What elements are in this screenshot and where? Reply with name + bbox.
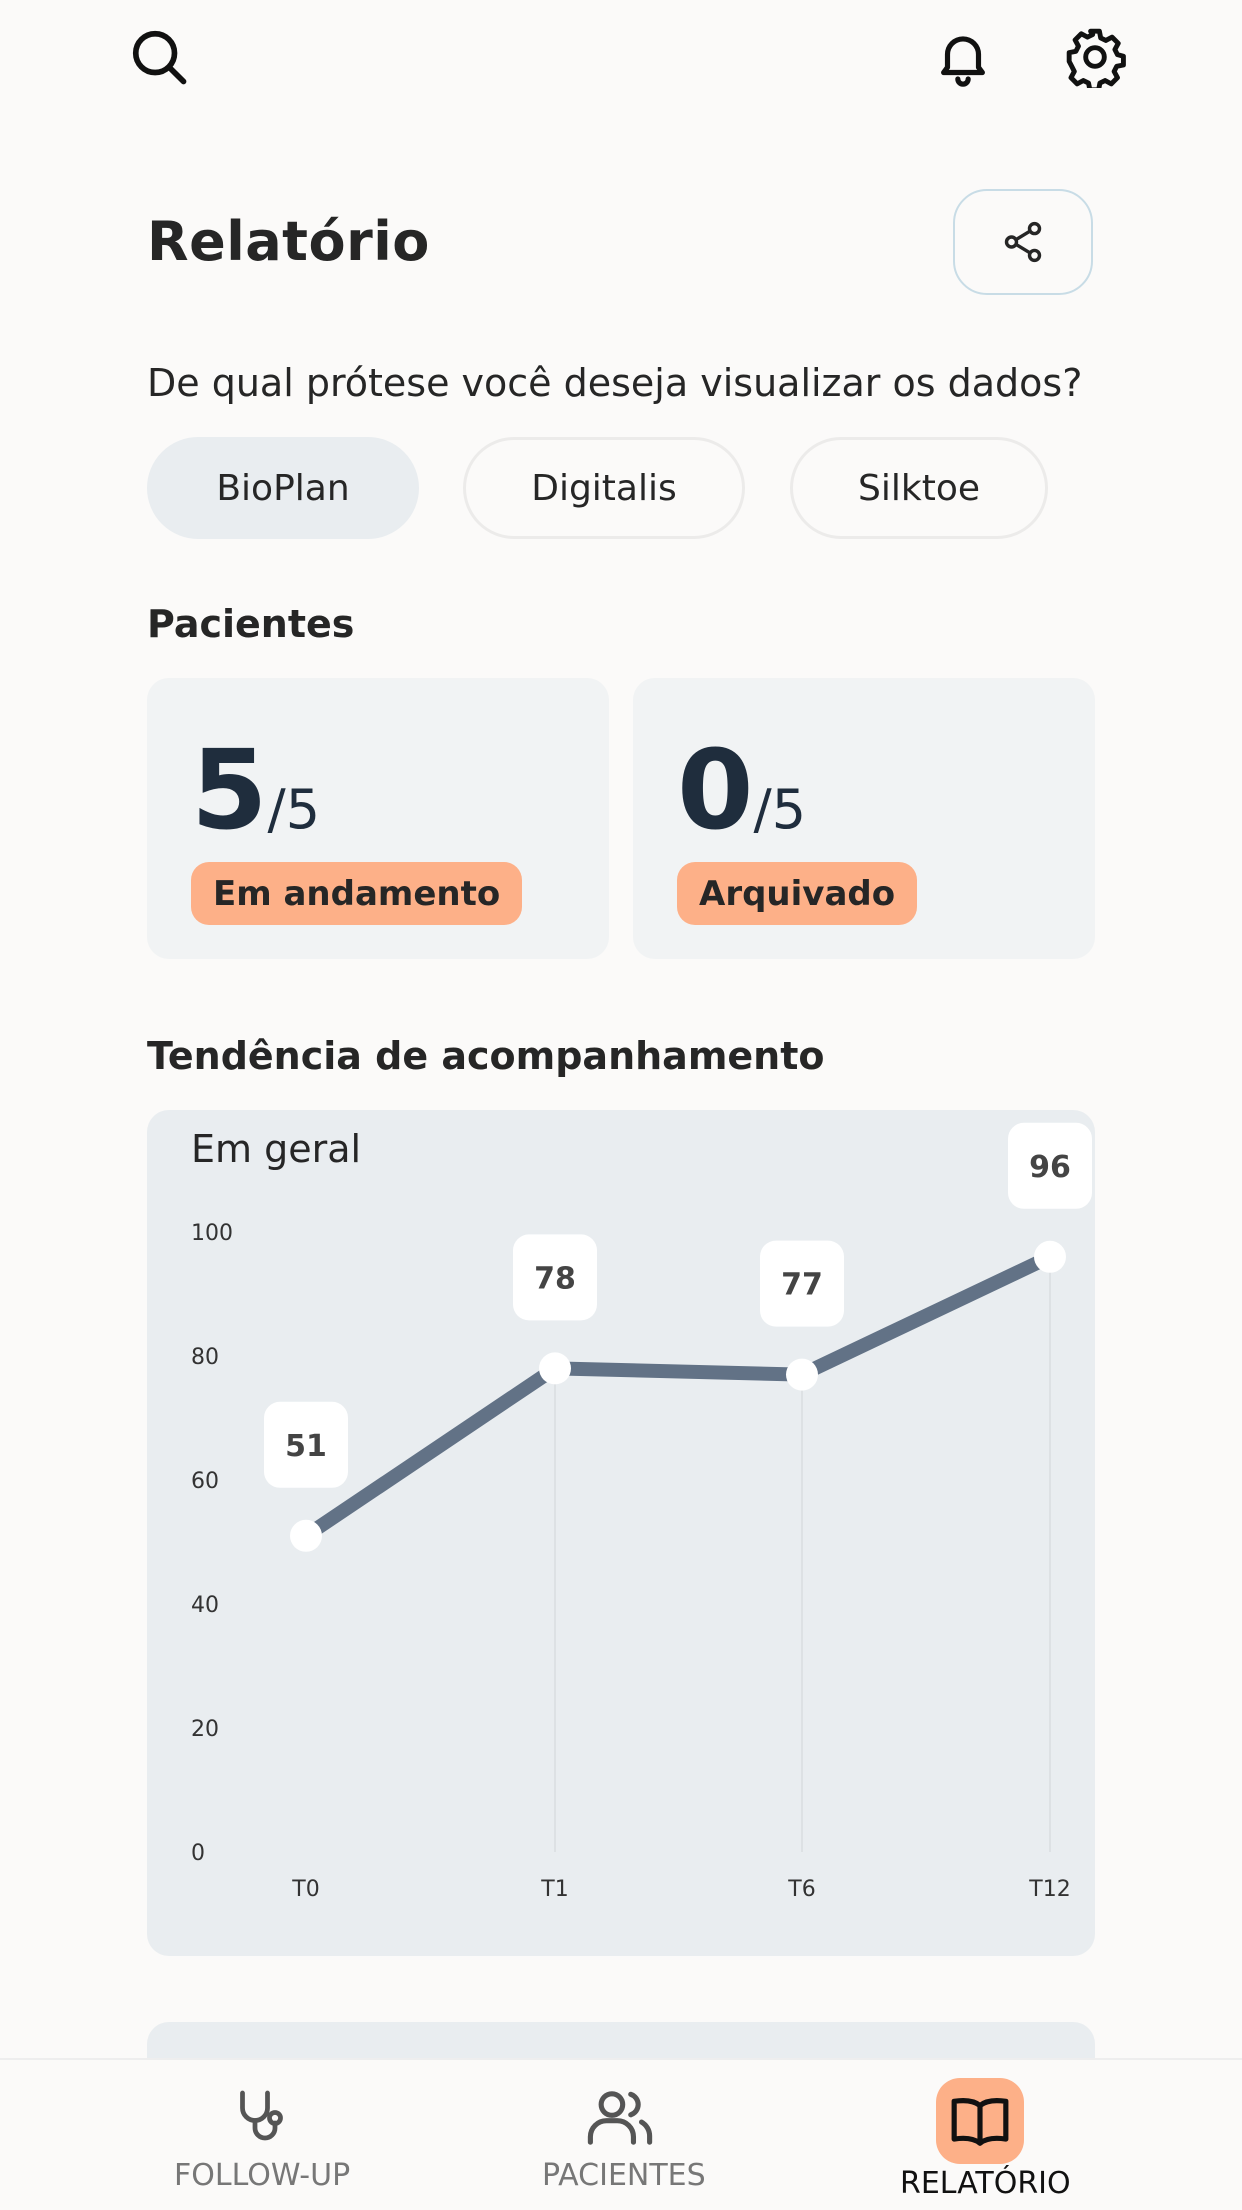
data-point <box>539 1352 571 1385</box>
nav-label: FOLLOW-UP <box>174 2158 351 2193</box>
data-point <box>290 1519 322 1552</box>
data-point <box>786 1358 818 1391</box>
patients-archived-card: 0/5 Arquivado <box>633 678 1095 959</box>
data-label: 51 <box>285 1429 327 1464</box>
status-badge: Arquivado <box>677 862 918 925</box>
bell-icon[interactable] <box>928 22 998 92</box>
y-tick-label: 20 <box>191 1717 219 1742</box>
prosthesis-question: De qual prótese você deseja visualizar o… <box>147 361 1083 405</box>
stat-total: /5 <box>267 778 321 841</box>
stat-total: /5 <box>753 778 807 841</box>
filter-chip-silktoe[interactable]: Silktoe <box>790 437 1048 539</box>
nav-item-pacientes[interactable]: PACIENTES <box>520 2060 720 2210</box>
y-tick-label: 40 <box>191 1593 219 1618</box>
page-title: Relatório <box>147 210 430 273</box>
trend-heading: Tendência de acompanhamento <box>147 1034 825 1078</box>
x-tick-label: T12 <box>1028 1877 1070 1902</box>
nav-item-relatorio[interactable]: RELATÓRIO <box>880 2060 1080 2210</box>
x-tick-label: T6 <box>787 1877 815 1902</box>
chart-title: Em geral <box>191 1127 361 1171</box>
share-button[interactable] <box>953 189 1093 295</box>
stat-value: 5/5 <box>191 730 320 870</box>
book-icon <box>936 2078 1024 2164</box>
patients-heading: Pacientes <box>147 602 355 646</box>
data-label: 78 <box>534 1261 576 1296</box>
series-line <box>299 1249 1057 1543</box>
gear-icon[interactable] <box>1060 22 1130 92</box>
data-label: 77 <box>781 1268 823 1303</box>
y-tick-label: 100 <box>191 1221 233 1246</box>
trend-chart: Em geral 0 20 40 60 80 100 51 T0 78 T1 77 T6 96 T12 <box>191 1122 1092 1902</box>
stat-count: 5 <box>191 726 268 854</box>
x-tick-label: T1 <box>540 1877 568 1902</box>
nav-label: PACIENTES <box>542 2158 706 2193</box>
filter-chip-digitalis[interactable]: Digitalis <box>463 437 745 539</box>
nav-item-follow-up[interactable]: FOLLOW-UP <box>160 2060 360 2210</box>
patients-in-progress-card: 5/5 Em andamento <box>147 678 609 959</box>
stat-value: 0/5 <box>677 730 806 870</box>
data-label-box <box>513 1234 597 1321</box>
bottom-navigation: FOLLOW-UP PACIENTES RELATÓRIO <box>0 2058 1242 2210</box>
data-label-box <box>264 1401 348 1488</box>
y-tick-label: 60 <box>191 1469 219 1494</box>
data-label: 96 <box>1029 1150 1071 1185</box>
status-badge: Em andamento <box>191 862 523 925</box>
y-tick-label: 0 <box>191 1841 205 1866</box>
trend-chart-card: Em geral 0 20 40 60 80 100 51 T0 78 T1 77 T6 96 T12 <box>147 1110 1095 1956</box>
data-point <box>1034 1240 1066 1273</box>
filter-chip-bioplan[interactable]: BioPlan <box>147 437 419 539</box>
stethoscope-icon <box>230 2088 290 2148</box>
y-tick-label: 80 <box>191 1345 219 1370</box>
stat-count: 0 <box>677 726 754 854</box>
share-icon <box>1004 221 1042 263</box>
x-tick-label: T0 <box>291 1877 319 1902</box>
users-icon <box>585 2088 655 2148</box>
data-label-box <box>760 1240 844 1327</box>
search-icon[interactable] <box>124 22 194 92</box>
nav-label: RELATÓRIO <box>900 2166 1071 2201</box>
data-label-box <box>1008 1122 1092 1209</box>
